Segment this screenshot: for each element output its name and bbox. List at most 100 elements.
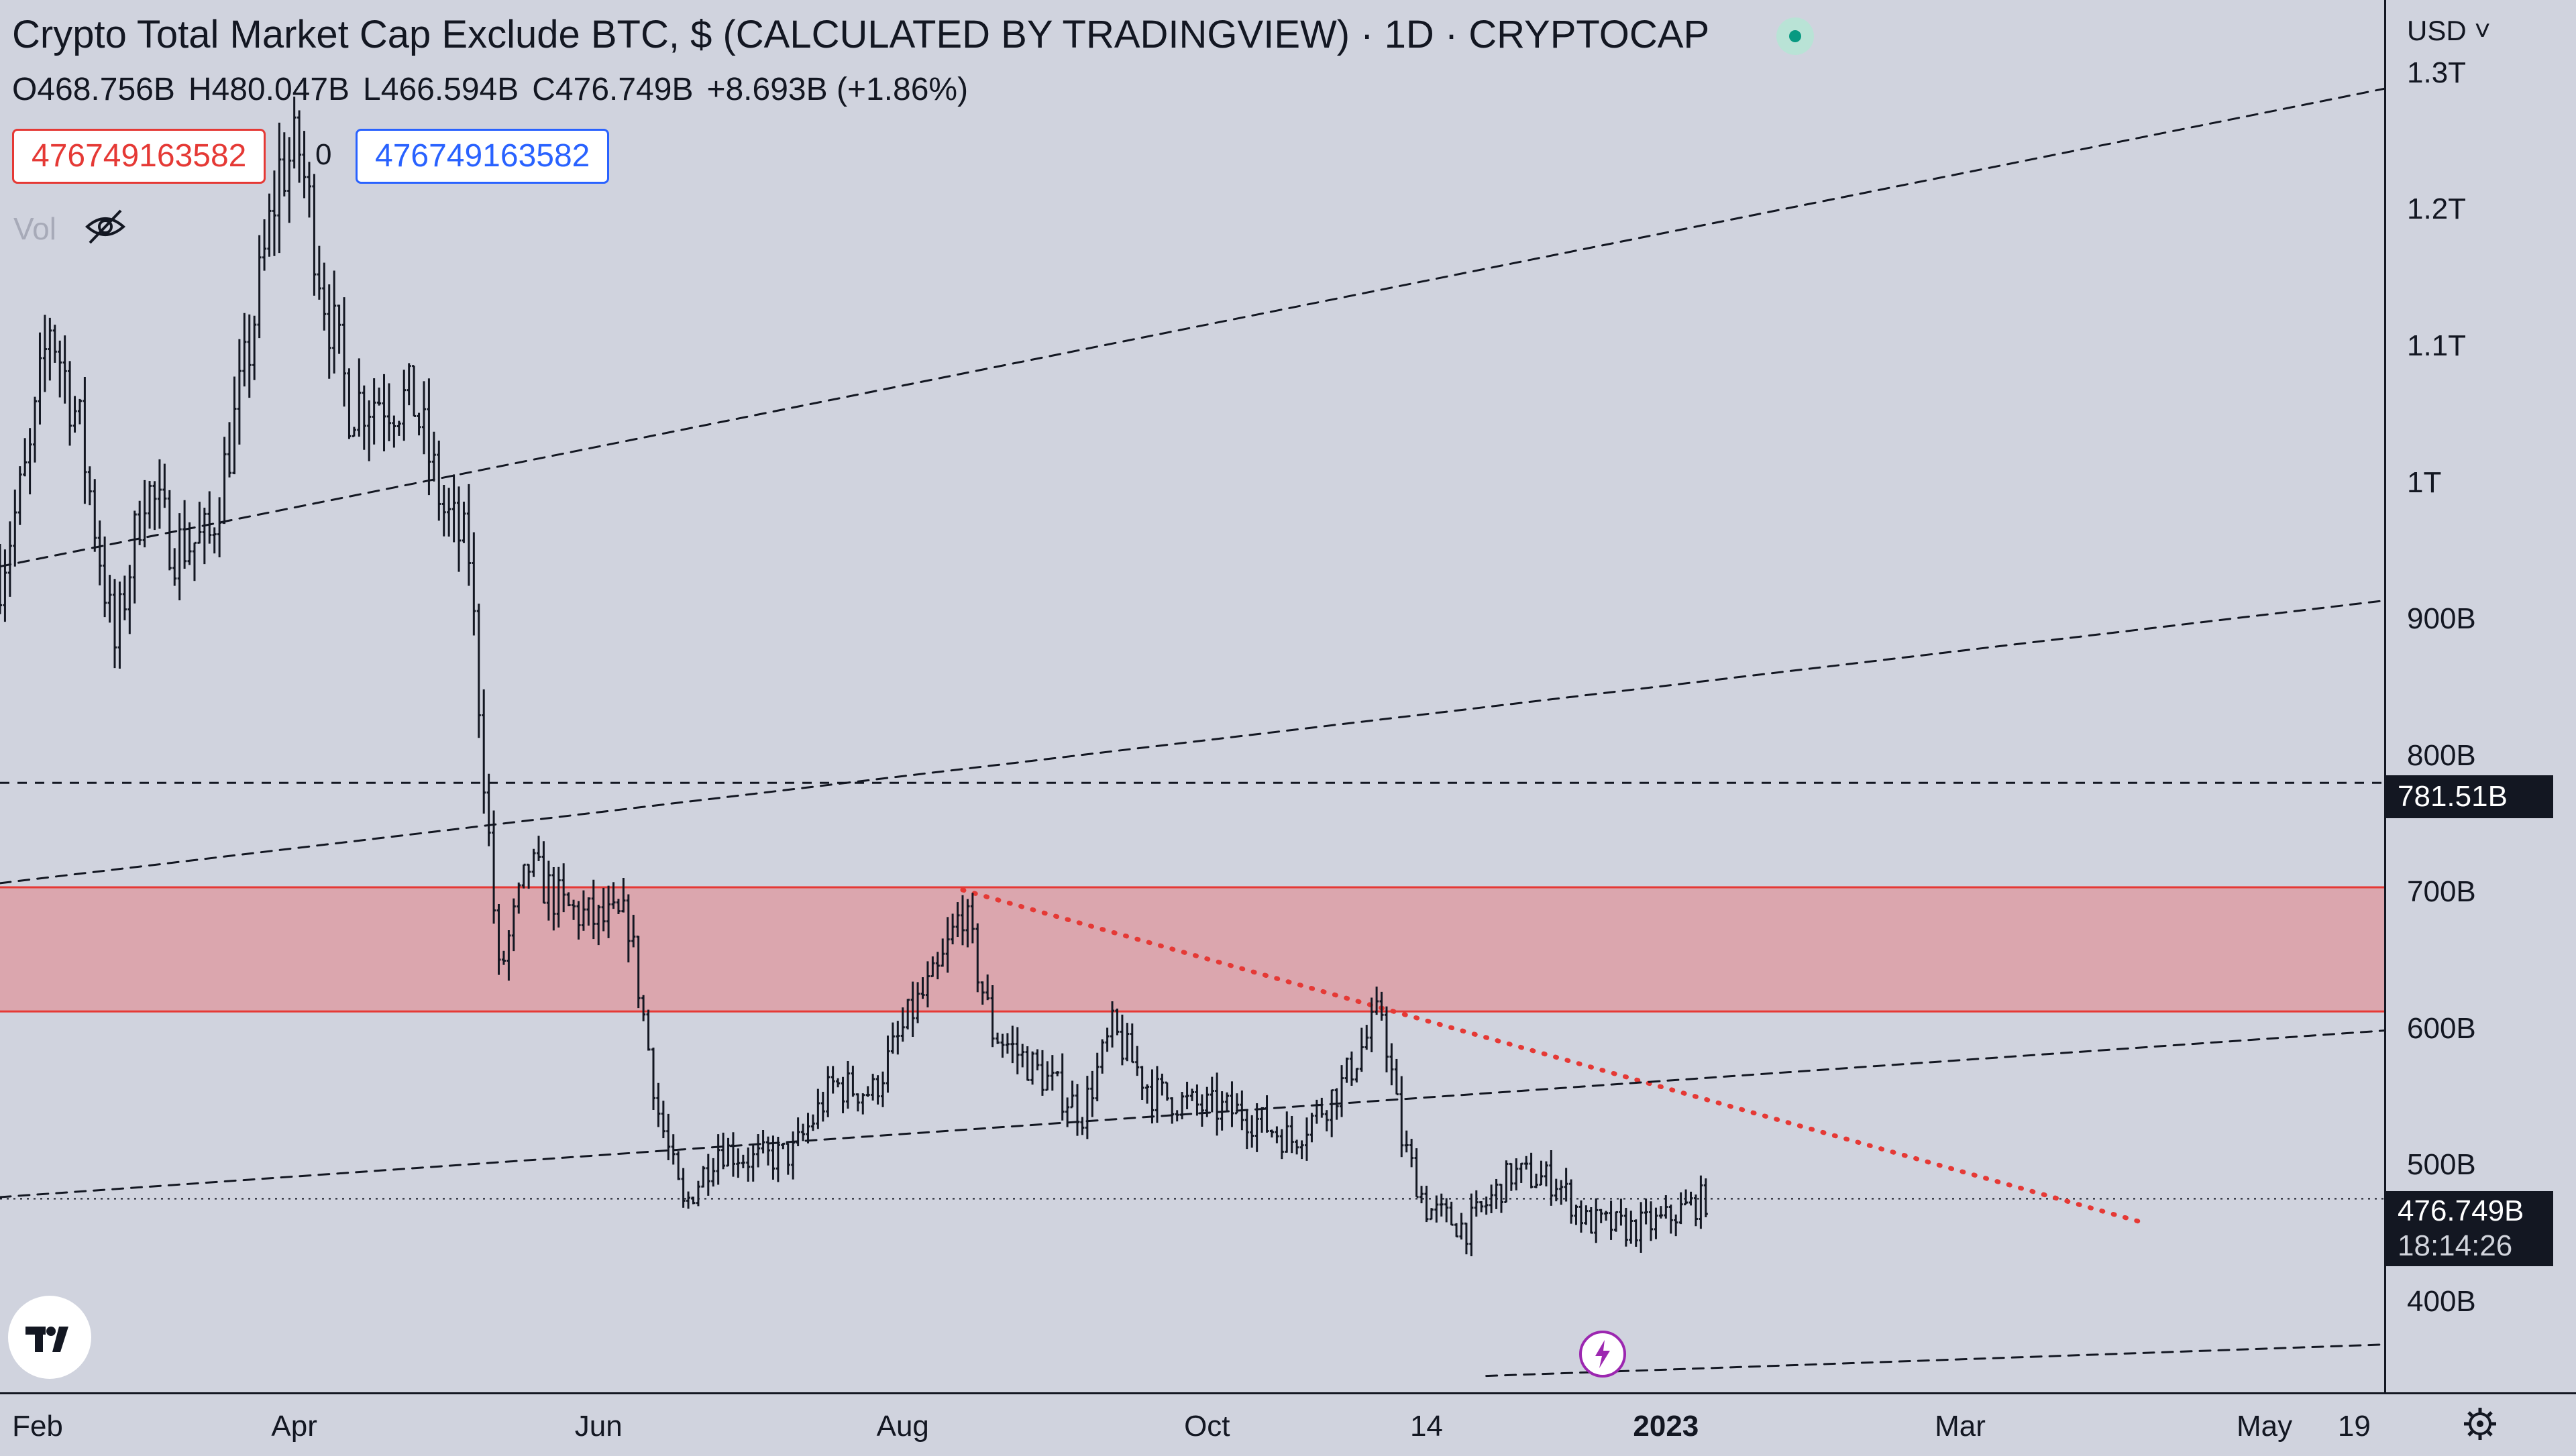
price-bar <box>1045 1061 1050 1091</box>
price-bar <box>1434 1195 1439 1223</box>
price-bar <box>222 437 227 524</box>
lightning-icon[interactable] <box>1579 1331 1626 1378</box>
price-axis-label: 1T <box>2407 465 2442 499</box>
price-bar <box>1150 1069 1155 1124</box>
ohlc-close: C476.749B <box>532 72 694 107</box>
price-bar <box>1330 1089 1334 1137</box>
price-axis-label: 800B <box>2407 738 2476 772</box>
price-bar <box>621 878 626 913</box>
price-axis-label: 700B <box>2407 875 2476 909</box>
price-bar <box>482 689 486 814</box>
price-bar <box>1404 1130 1409 1153</box>
price-bar <box>970 893 975 944</box>
price-bar <box>1324 1110 1329 1131</box>
price-bar <box>1364 1025 1369 1050</box>
channel-line-1 <box>0 87 2384 568</box>
price-bar <box>1244 1109 1249 1150</box>
price-bar <box>830 1066 835 1094</box>
price-bar <box>417 412 421 436</box>
price-bar <box>167 490 172 571</box>
currency-label: USD <box>2407 15 2467 46</box>
price-bar <box>1250 1115 1254 1148</box>
buy-price-button[interactable]: 476749163582 <box>356 129 610 184</box>
price-bar <box>172 548 177 586</box>
price-bar <box>975 923 980 993</box>
settings-gear-icon[interactable] <box>2462 1406 2498 1442</box>
price-bar <box>761 1129 765 1154</box>
price-bar <box>721 1132 726 1170</box>
price-bar <box>1299 1140 1304 1160</box>
price-bar <box>736 1148 741 1178</box>
eye-hidden-icon[interactable] <box>83 207 127 247</box>
price-bar <box>297 110 302 183</box>
price-bar <box>421 381 426 455</box>
price-bar <box>466 484 471 586</box>
price-bar <box>52 325 57 363</box>
price-bar <box>1085 1076 1089 1139</box>
price-bar <box>1569 1179 1574 1224</box>
price-bar <box>1240 1090 1244 1131</box>
price-bar <box>527 863 531 889</box>
price-axis-label: 600B <box>2407 1011 2476 1045</box>
price-bar <box>841 1076 845 1113</box>
time-axis-label: May <box>2236 1410 2293 1443</box>
price-bar <box>1105 1027 1110 1052</box>
price-bar <box>1260 1107 1265 1133</box>
price-bar <box>402 370 407 441</box>
price-bar <box>267 193 272 257</box>
price-bar <box>686 1191 691 1209</box>
price-bar <box>1633 1219 1638 1247</box>
price-bar <box>127 565 132 634</box>
time-axis[interactable] <box>0 1392 2576 1456</box>
price-bar <box>1549 1150 1554 1206</box>
price-bar <box>1265 1095 1269 1133</box>
price-bar <box>626 894 631 962</box>
price-bar <box>916 982 920 1023</box>
price-bar <box>103 536 107 618</box>
price-bar <box>1429 1208 1434 1221</box>
price-bar <box>182 500 187 569</box>
price-bar <box>1115 1008 1120 1035</box>
price-bar <box>322 262 327 331</box>
price-bar <box>566 892 571 907</box>
price-bar <box>472 532 476 636</box>
price-bar <box>1414 1148 1419 1198</box>
volume-label[interactable]: Vol <box>13 211 56 246</box>
price-bar <box>1654 1207 1658 1239</box>
price-bar <box>262 219 267 271</box>
price-bar <box>1409 1139 1414 1168</box>
price-bar <box>506 930 511 981</box>
price-axis-label: 900B <box>2407 602 2476 636</box>
price-bar <box>1000 1033 1005 1058</box>
price-bar <box>601 887 606 932</box>
price-bar <box>1684 1189 1688 1206</box>
chart-title[interactable]: Crypto Total Market Cap Exclude BTC, $ (… <box>12 13 1710 56</box>
price-bar <box>1394 1058 1399 1096</box>
price-bar <box>1644 1198 1648 1225</box>
price-bar <box>586 897 591 926</box>
price-bar <box>1005 1033 1010 1054</box>
market-status-icon[interactable] <box>1776 17 1814 55</box>
price-bar <box>232 376 237 475</box>
time-axis-label: Apr <box>271 1410 317 1443</box>
price-bar <box>636 936 641 1009</box>
price-bar <box>1599 1209 1603 1223</box>
price-bar <box>941 938 945 967</box>
tradingview-logo-icon[interactable] <box>8 1296 91 1379</box>
price-bar <box>641 995 646 1021</box>
price-bar <box>427 378 431 496</box>
chart-canvas[interactable] <box>0 0 2384 1392</box>
currency-selector[interactable]: USD ˅ <box>2407 15 2491 47</box>
price-bar <box>1375 987 1379 1015</box>
sell-price-button[interactable]: 476749163582 <box>12 129 266 184</box>
price-bar <box>1254 1103 1259 1152</box>
price-bar <box>1195 1084 1199 1116</box>
price-bar <box>631 915 636 948</box>
price-bar <box>581 890 586 931</box>
price-bar <box>906 999 910 1029</box>
price-bar <box>337 304 341 354</box>
price-bar <box>661 1101 665 1139</box>
price-bar <box>611 882 616 909</box>
price-bar <box>1349 1051 1354 1086</box>
price-bar <box>1509 1162 1513 1191</box>
